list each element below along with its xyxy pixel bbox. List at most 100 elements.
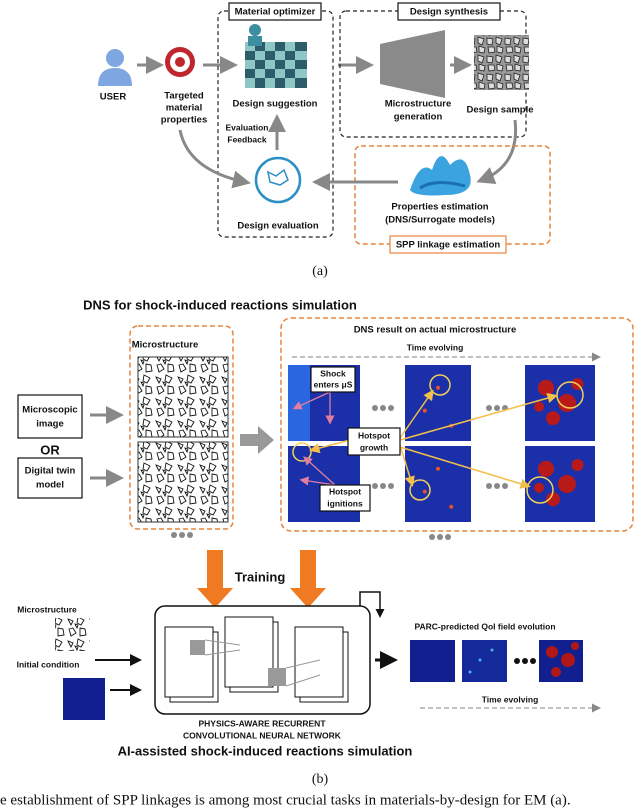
shape xyxy=(561,653,575,667)
hotspot xyxy=(422,489,427,494)
dns-result-title: DNS result on actual microstructure xyxy=(354,325,517,336)
shape xyxy=(280,317,634,532)
shape xyxy=(380,30,445,98)
shape xyxy=(63,678,105,720)
hotspot xyxy=(436,466,440,471)
shape xyxy=(530,658,536,664)
growth-line: growth xyxy=(360,442,388,452)
initial-condition-label: Initial condition xyxy=(17,659,80,669)
shape xyxy=(522,658,528,664)
properties-line: Properties estimation xyxy=(391,202,488,213)
shape xyxy=(266,168,289,186)
shape xyxy=(468,648,494,674)
shape xyxy=(240,426,274,454)
shape xyxy=(380,483,386,489)
shape xyxy=(399,389,434,439)
shape xyxy=(98,68,132,86)
shape xyxy=(178,129,251,189)
hotspot xyxy=(449,504,454,509)
network-line: PHYSICS-AWARE RECURRENT xyxy=(198,718,326,728)
shape xyxy=(399,444,415,487)
shape xyxy=(129,325,234,530)
shape xyxy=(190,640,205,655)
network-line: CONVOLUTIONAL NEURAL NETWORK xyxy=(183,730,342,740)
shape xyxy=(468,670,472,674)
shape xyxy=(388,405,394,411)
shape xyxy=(245,42,255,51)
shape xyxy=(285,42,295,51)
shape xyxy=(285,60,295,69)
optimizer-title: Material optimizer xyxy=(235,7,316,18)
shape xyxy=(164,616,349,703)
shape xyxy=(380,405,386,411)
time-label: Time evolving xyxy=(482,694,539,704)
ignitions-line: ignitions xyxy=(327,498,363,508)
properties-line: (DNS/Surrogate models) xyxy=(385,215,495,226)
field-frame xyxy=(405,446,471,522)
shape xyxy=(290,550,326,608)
shape xyxy=(268,668,286,686)
shape xyxy=(255,51,265,60)
shape xyxy=(106,49,124,67)
shape xyxy=(265,78,275,88)
shape xyxy=(419,181,466,190)
hotspot xyxy=(422,408,427,413)
shape xyxy=(187,532,193,538)
shape xyxy=(494,405,500,411)
shape xyxy=(462,640,507,682)
training-label: Training xyxy=(235,569,286,584)
shape xyxy=(275,69,285,78)
shape xyxy=(245,42,307,88)
shape xyxy=(265,60,275,69)
shape xyxy=(354,145,551,245)
shape xyxy=(526,476,554,504)
shape xyxy=(319,484,371,512)
targeted-line: Targeted xyxy=(164,91,204,102)
panel-label: (a) xyxy=(312,264,328,279)
hotspot xyxy=(558,475,576,493)
shape xyxy=(197,550,233,608)
shape xyxy=(476,119,518,184)
hotspot xyxy=(546,492,560,507)
shape xyxy=(372,483,378,489)
shape xyxy=(295,51,307,60)
shape xyxy=(490,648,494,652)
shape xyxy=(486,405,492,411)
hotspot xyxy=(436,385,440,390)
shape xyxy=(514,658,520,664)
shape xyxy=(347,427,401,456)
shape xyxy=(474,35,529,90)
ai-title: AI-assisted shock-induced reactions simu… xyxy=(118,743,413,758)
shape xyxy=(409,479,431,501)
shape xyxy=(175,57,185,67)
shape xyxy=(249,24,261,36)
shape xyxy=(546,646,558,658)
shape xyxy=(224,616,274,688)
dns-title: DNS for shock-induced reactions simulati… xyxy=(83,297,357,312)
shape xyxy=(245,78,255,88)
shape xyxy=(494,483,500,489)
or-label: OR xyxy=(40,442,60,457)
shape xyxy=(399,446,531,489)
shape xyxy=(228,2,322,21)
hotspot xyxy=(538,379,554,396)
shape xyxy=(299,476,336,486)
shape xyxy=(171,532,193,538)
shape xyxy=(255,69,265,78)
shape xyxy=(486,483,492,489)
growth-line: Hotspot xyxy=(358,430,390,440)
shape xyxy=(204,639,321,687)
parc-title: PARC-predicted QoI field evolution xyxy=(414,621,555,631)
shape xyxy=(310,366,356,393)
shape xyxy=(285,78,295,88)
shape xyxy=(179,532,185,538)
shape xyxy=(372,405,508,540)
shape xyxy=(478,658,482,662)
shape xyxy=(275,51,285,60)
shape xyxy=(245,60,255,69)
time-label: Time evolving xyxy=(407,342,464,352)
shape xyxy=(410,640,455,682)
shape xyxy=(295,69,307,78)
shape xyxy=(388,483,394,489)
targeted-line: material xyxy=(166,103,202,114)
